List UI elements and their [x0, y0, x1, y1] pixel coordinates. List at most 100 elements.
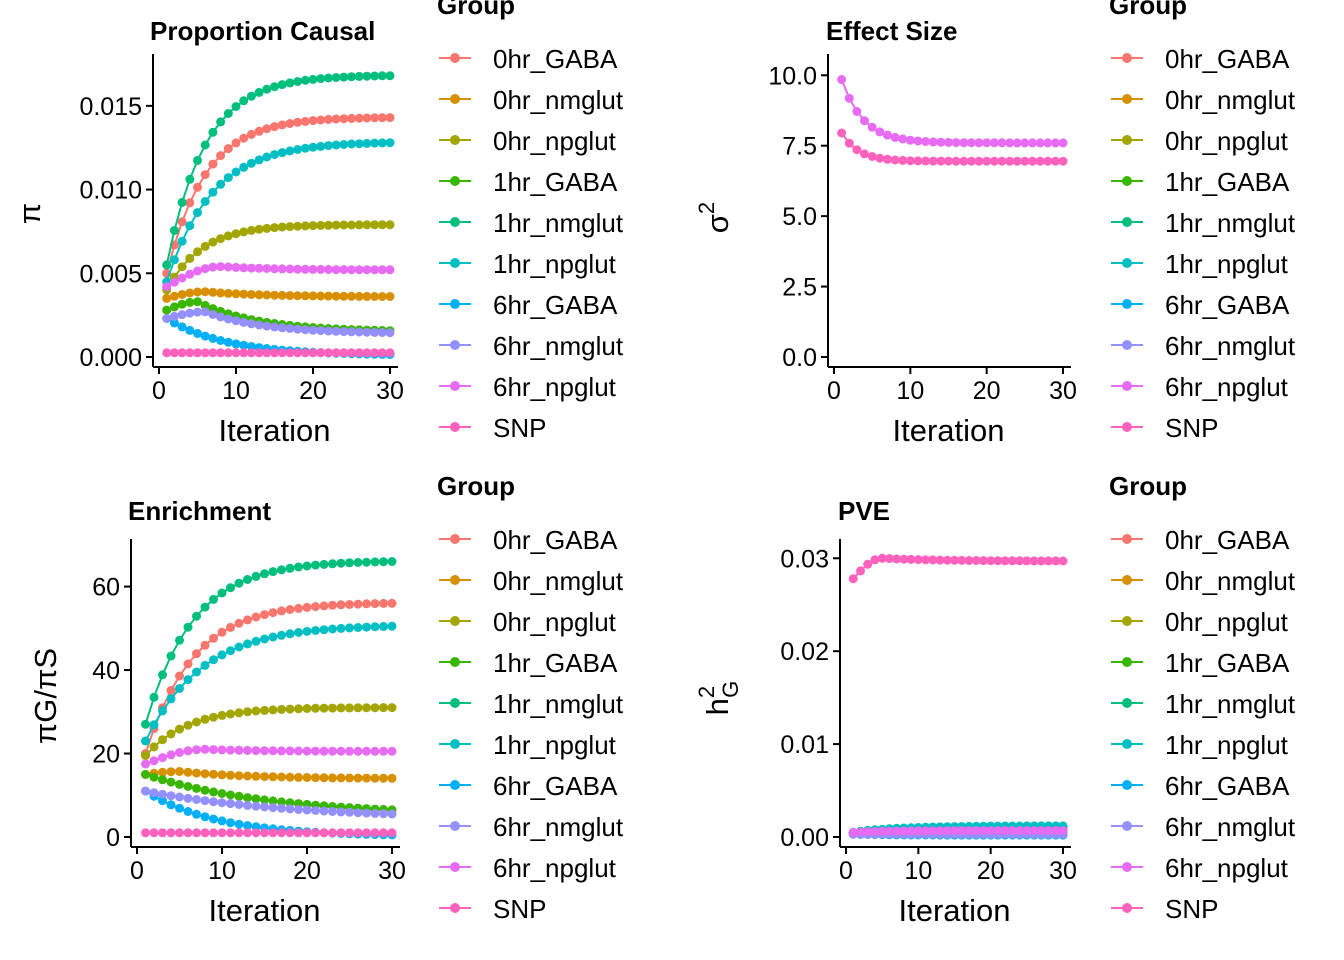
data-point: [185, 288, 195, 298]
data-point: [898, 155, 908, 165]
legend-label: 1hr_npglut: [1165, 249, 1289, 279]
series-6hr_npglut: [837, 75, 1068, 148]
data-point: [362, 327, 372, 337]
data-point: [162, 293, 172, 303]
legend-label: 6hr_npglut: [1165, 372, 1289, 402]
data-point: [982, 138, 992, 148]
legend-label: 0hr_nmglut: [493, 566, 624, 596]
data-point: [200, 828, 210, 838]
data-point: [285, 804, 295, 814]
data-point: [192, 795, 201, 804]
data-point: [254, 320, 264, 330]
data-point: [311, 746, 320, 756]
legend-item-1hr_npglut: 1hr_npglut: [1111, 730, 1289, 760]
data-point: [175, 684, 184, 693]
y-tick-label: 7.5: [782, 133, 817, 161]
data-point: [226, 770, 235, 780]
legend-key-point: [450, 299, 460, 309]
y-axis-label: πG/πS: [28, 648, 63, 744]
data-point: [1036, 826, 1046, 835]
data-point: [285, 119, 295, 128]
data-point: [285, 348, 295, 358]
data-point: [1020, 156, 1030, 166]
data-point: [308, 325, 318, 335]
data-point: [251, 706, 261, 716]
data-point: [200, 241, 210, 251]
data-point: [347, 72, 356, 82]
data-point: [177, 290, 187, 299]
data-point: [311, 602, 320, 612]
data-point: [226, 790, 235, 800]
data-point: [347, 348, 356, 358]
data-point: [370, 327, 380, 337]
data-point: [277, 828, 286, 838]
legend-label: 6hr_GABA: [1165, 771, 1290, 801]
data-point: [362, 828, 371, 838]
data-point: [316, 115, 326, 125]
data-point: [362, 703, 371, 713]
legend-item-6hr_nmglut: 6hr_nmglut: [439, 331, 624, 361]
data-point: [362, 746, 371, 756]
data-point: [370, 773, 380, 783]
data-point: [270, 223, 279, 233]
legend: Group 0hr_GABA 0hr_nmglut 0hr_npglut 1hr_GAB…: [437, 471, 624, 924]
legend-label: 6hr_npglut: [493, 372, 617, 402]
data-point: [331, 140, 341, 150]
x-tick-label: 10: [904, 857, 932, 885]
data-point: [262, 84, 272, 94]
data-point: [262, 348, 272, 358]
data-point: [200, 300, 210, 310]
data-point: [239, 227, 249, 237]
data-point: [231, 102, 241, 111]
data-point: [347, 327, 356, 337]
data-point: [223, 231, 233, 241]
legend-item-0hr_GABA: 0hr_GABA: [1111, 44, 1290, 74]
data-point: [268, 705, 278, 715]
data-point: [243, 800, 252, 810]
data-point: [370, 292, 380, 301]
data-point: [300, 291, 310, 301]
data-point: [354, 139, 364, 149]
legend: Group 0hr_GABA 0hr_nmglut 0hr_npglut 1hr_GAB…: [437, 0, 624, 443]
data-point: [226, 799, 235, 809]
panel-effect: Effect Size 0 10 20 30 0.0 2.5 5.0 7.5 10.0 Iterat…: [694, 0, 1296, 448]
data-point: [175, 767, 184, 776]
y-tick-label: 0.000: [79, 344, 142, 372]
data-point: [231, 138, 241, 148]
data-point: [362, 138, 372, 148]
data-point: [209, 712, 218, 722]
series-1hr_npglut: [141, 621, 397, 746]
data-point: [209, 633, 218, 643]
data-point: [964, 556, 974, 565]
data-point: [234, 800, 244, 809]
y-tick-label: 0.01: [780, 731, 829, 759]
legend-label: SNP: [493, 894, 546, 924]
data-point: [377, 328, 387, 337]
data-point: [328, 807, 337, 816]
legend-key-point: [1122, 534, 1132, 544]
data-point: [379, 809, 388, 819]
data-point: [246, 91, 256, 101]
data-point: [300, 75, 310, 85]
panel-pve: PVE 0 10 20 30 0.00 0.01 0.02 0.03 Iteration h2G Gr…: [694, 471, 1296, 928]
legend-item-0hr_GABA: 0hr_GABA: [1111, 525, 1290, 555]
legend-key-point: [450, 217, 460, 227]
legend-label: SNP: [1165, 894, 1218, 924]
data-point: [944, 156, 953, 166]
legend-item-0hr_npglut: 0hr_npglut: [439, 607, 617, 637]
data-point: [294, 746, 303, 756]
data-point: [192, 745, 201, 755]
data-point: [209, 655, 218, 665]
legend-label: 6hr_GABA: [1165, 290, 1290, 320]
data-point: [950, 826, 959, 836]
data-point: [899, 826, 909, 836]
data-point: [169, 291, 179, 301]
data-point: [270, 322, 279, 332]
data-point: [158, 796, 167, 806]
data-point: [362, 808, 371, 818]
data-point: [270, 348, 279, 358]
data-point: [362, 291, 372, 301]
data-point: [217, 627, 227, 637]
data-point: [906, 826, 916, 836]
data-point: [223, 262, 233, 272]
